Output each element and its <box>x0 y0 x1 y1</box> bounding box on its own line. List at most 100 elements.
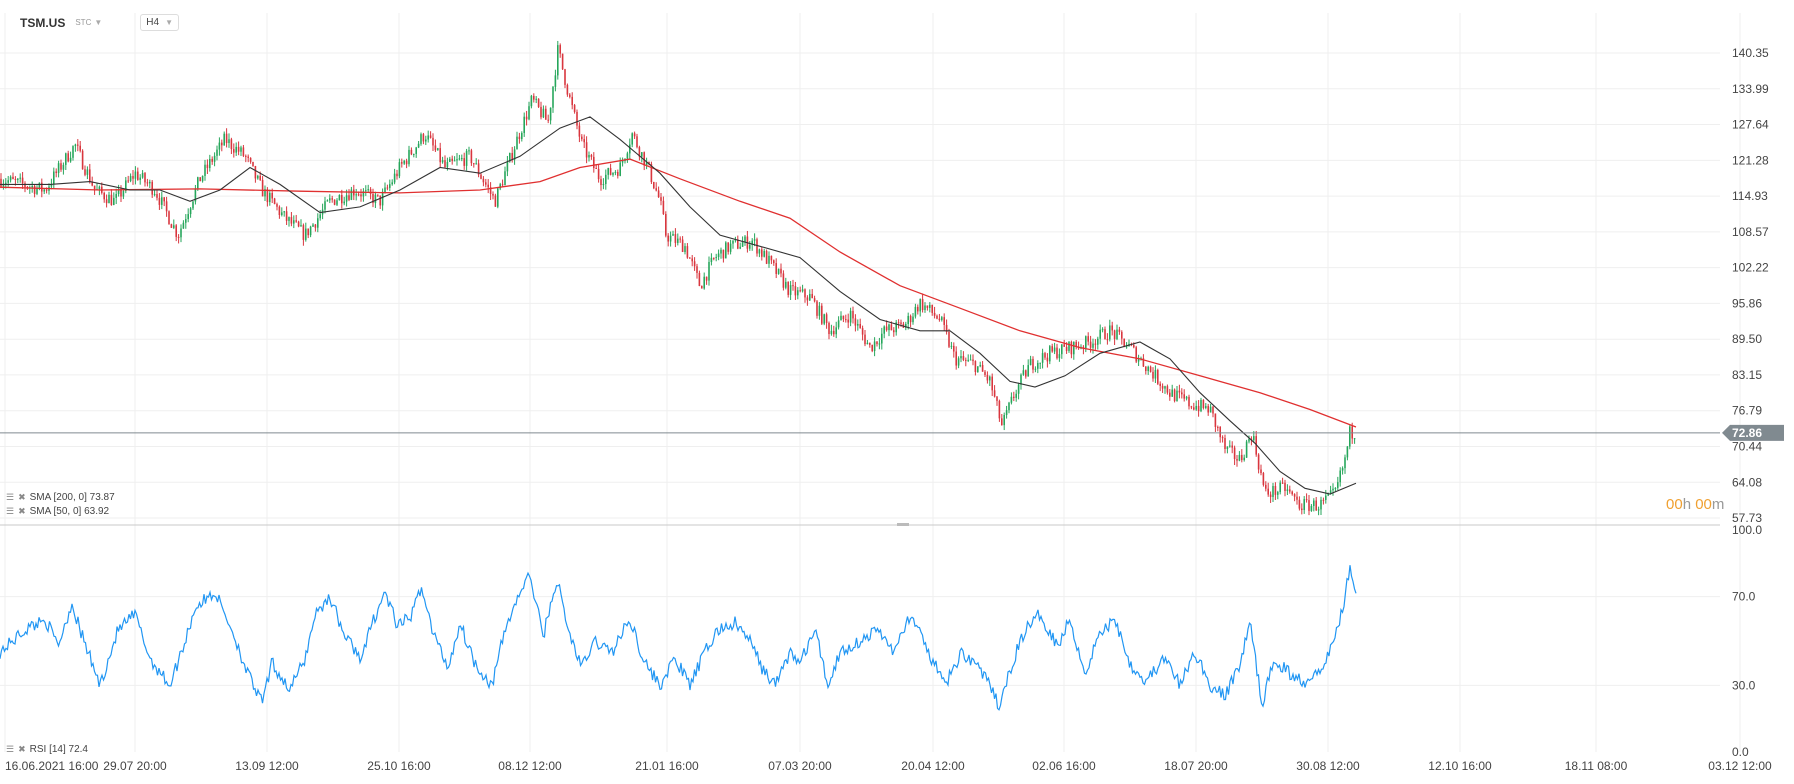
candle-body <box>355 194 357 196</box>
candle-body <box>381 192 384 206</box>
candle-body <box>264 189 266 197</box>
candle-body <box>1243 457 1245 461</box>
candle-body <box>909 315 912 323</box>
pane-resize-handle[interactable] <box>897 523 909 526</box>
candle-body <box>45 189 48 191</box>
candle-body <box>552 86 554 108</box>
countdown-hours-unit: h <box>1682 496 1692 513</box>
candle-countdown: 00h 00m <box>1666 496 1724 513</box>
candle-body <box>401 162 403 164</box>
candle-body <box>528 106 530 120</box>
candle-body <box>1159 383 1161 386</box>
candle-body <box>225 133 228 144</box>
candle-body <box>655 188 657 191</box>
candle-body <box>441 160 444 163</box>
candle-body <box>156 194 158 198</box>
candle-body <box>77 144 79 146</box>
candle-body <box>597 168 600 180</box>
candle-body <box>1181 392 1183 395</box>
settings-icon[interactable]: ☰ <box>6 492 15 502</box>
candle-body <box>1219 427 1221 438</box>
time-tick-label: 07.03 20:00 <box>768 759 832 773</box>
candle-body <box>1349 426 1351 447</box>
candle-body <box>50 184 53 187</box>
time-tick-label: 29.07 20:00 <box>103 759 167 773</box>
candle-body <box>727 242 729 252</box>
candle-body <box>991 376 993 391</box>
candle-body <box>177 236 180 238</box>
candle-body <box>302 225 305 240</box>
candle-body <box>559 45 561 54</box>
candle-body <box>677 238 679 243</box>
candle-body <box>633 133 636 137</box>
candle-body <box>1334 487 1337 489</box>
candle-body <box>463 158 465 166</box>
timeframe-selector[interactable]: H4 ▼ <box>140 14 179 31</box>
candle-body <box>288 217 290 221</box>
close-icon[interactable]: ✖ <box>18 492 26 502</box>
candle-body <box>789 285 792 295</box>
candle-body <box>593 156 595 169</box>
candle-body <box>1205 406 1207 408</box>
candle-body <box>696 266 698 273</box>
candle-body <box>55 171 57 173</box>
candle-body <box>1149 366 1152 372</box>
candle-body <box>33 186 36 194</box>
candle-body <box>672 234 674 236</box>
candle-body <box>1190 406 1193 408</box>
candle-body <box>173 225 175 228</box>
close-icon[interactable]: ✖ <box>18 506 26 516</box>
candle-body <box>187 214 189 220</box>
close-icon[interactable]: ✖ <box>18 744 26 754</box>
candle-body <box>333 199 336 205</box>
candle-body <box>389 184 391 188</box>
price-tick-label: 140.35 <box>1732 46 1769 60</box>
candle-body <box>228 139 230 144</box>
candle-body <box>1267 488 1269 495</box>
price-tick-label: 70.44 <box>1732 439 1762 453</box>
candle-body <box>758 249 761 254</box>
settings-icon[interactable]: ☰ <box>6 744 15 754</box>
candle-body <box>1185 396 1188 399</box>
candle-body <box>785 281 787 288</box>
countdown-hours: 00 <box>1666 496 1683 513</box>
settings-icon[interactable]: ☰ <box>6 506 15 516</box>
candle-body <box>108 194 110 204</box>
candle-body <box>1003 414 1005 426</box>
symbol-label[interactable]: TSM.US <box>20 15 66 30</box>
time-tick-label: 21.01 16:00 <box>635 759 699 773</box>
candle-body <box>141 173 144 178</box>
candle-body <box>197 177 199 189</box>
candle-body <box>36 187 38 194</box>
candle-body <box>336 200 338 205</box>
candle-body <box>341 195 343 204</box>
candle-body <box>331 198 333 200</box>
candle-body <box>41 182 43 192</box>
candle-body <box>1109 325 1111 340</box>
candle-body <box>1325 495 1327 500</box>
candle-body <box>115 194 117 198</box>
candle-body <box>1037 363 1039 369</box>
candle-body <box>885 326 888 331</box>
candle-body <box>521 133 523 140</box>
source-selector[interactable]: STC ▼ <box>75 18 102 27</box>
candle-body <box>348 195 350 200</box>
candle-body <box>1279 482 1281 493</box>
candle-body <box>926 305 929 308</box>
candle-body <box>681 239 684 253</box>
candle-body <box>165 201 168 212</box>
candle-body <box>1116 329 1118 339</box>
time-tick-label: 13.09 12:00 <box>235 759 299 773</box>
candle-body <box>804 289 806 298</box>
candle-body <box>573 105 576 112</box>
candle-body <box>482 178 485 183</box>
candle-body <box>235 146 237 153</box>
candle-body <box>1013 396 1015 398</box>
candle-body <box>525 116 528 120</box>
candle-body <box>369 189 372 194</box>
candle-body <box>1231 445 1233 448</box>
candle-body <box>621 161 624 163</box>
candle-body <box>475 163 477 165</box>
candle-body <box>391 182 393 185</box>
